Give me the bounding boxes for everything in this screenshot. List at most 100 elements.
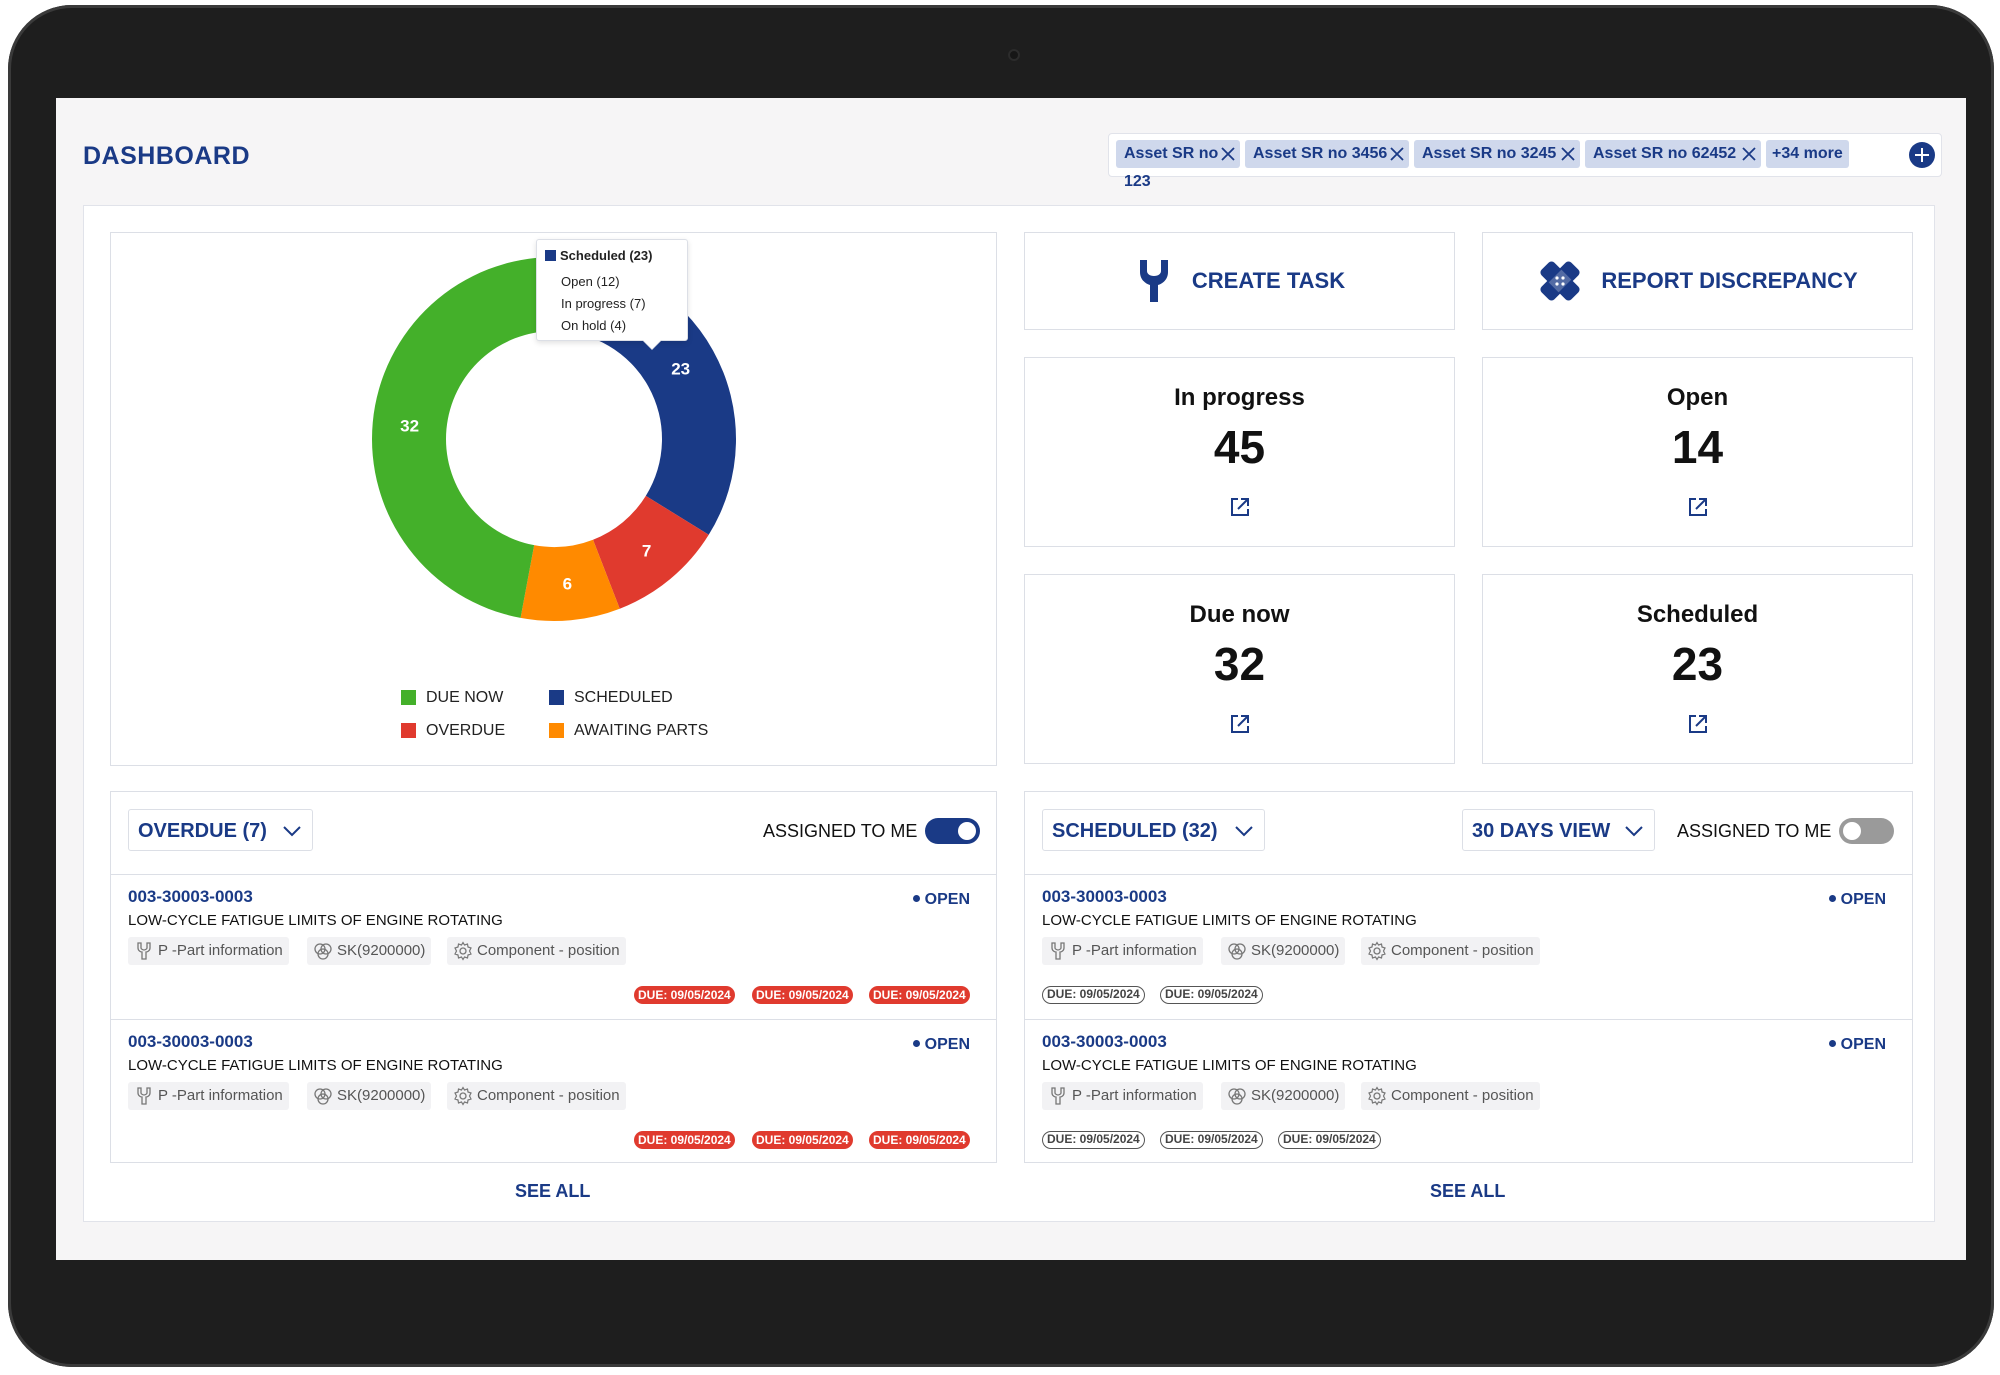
overdue-dropdown[interactable]: OVERDUE (7)	[128, 809, 313, 851]
task-description: LOW-CYCLE FATIGUE LIMITS OF ENGINE ROTAT…	[1042, 1057, 1417, 1074]
due-date-badge: DUE: 09/05/2024	[869, 986, 970, 1004]
tag-label: SK(9200000)	[1251, 942, 1340, 959]
screen: DASHBOARD Asset SR no 123 Asset SR no 34…	[56, 98, 1966, 1260]
component-tag: Component - position	[1361, 1082, 1540, 1110]
wrench-icon	[137, 942, 151, 960]
due-date-badge: DUE: 09/05/2024	[1160, 986, 1263, 1004]
status-badge: OPEN	[913, 1036, 970, 1054]
components-icon	[1228, 1088, 1246, 1105]
list-item[interactable]: 003-30003-0003 LOW-CYCLE FATIGUE LIMITS …	[111, 1020, 996, 1164]
tooltip-row: On hold (4)	[561, 318, 627, 333]
due-date-badge: DUE: 09/05/2024	[1278, 1131, 1381, 1149]
slice-overdue[interactable]	[593, 495, 709, 609]
task-code[interactable]: 003-30003-0003	[1042, 1032, 1167, 1051]
external-link-icon[interactable]	[1229, 713, 1251, 735]
chart-card: 23 7 6 32 Scheduled (23) Open (12) In progr…	[110, 232, 997, 766]
external-link-icon[interactable]	[1687, 713, 1709, 735]
list-item[interactable]: 003-30003-0003 LOW-CYCLE FATIGUE LIMITS …	[1025, 1020, 1912, 1164]
close-icon[interactable]	[1560, 146, 1576, 162]
task-code[interactable]: 003-30003-0003	[128, 1032, 253, 1051]
external-link-icon[interactable]	[1687, 496, 1709, 518]
sk-tag: SK(9200000)	[1221, 1082, 1346, 1110]
status-badge: OPEN	[1829, 1036, 1886, 1054]
component-tag: Component - position	[447, 1082, 626, 1110]
task-code[interactable]: 003-30003-0003	[128, 887, 253, 906]
tag-label: P -Part information	[158, 1087, 283, 1104]
scheduled-dropdown[interactable]: SCHEDULED (32)	[1042, 809, 1265, 851]
tag-label: Component - position	[1391, 1087, 1534, 1104]
filter-chip[interactable]: Asset SR no 123	[1116, 140, 1240, 190]
filter-chip[interactable]: Asset SR no 3245	[1414, 140, 1580, 168]
stat-value: 45	[1213, 421, 1266, 473]
dashboard-panel: 23 7 6 32 Scheduled (23) Open (12) In progr…	[83, 205, 1935, 1222]
task-description: LOW-CYCLE FATIGUE LIMITS OF ENGINE ROTAT…	[128, 1057, 503, 1074]
task-code[interactable]: 003-30003-0003	[1042, 887, 1167, 906]
chevron-down-icon	[1235, 826, 1253, 837]
overdue-list-card: OVERDUE (7) ASSIGNED TO ME 003-30003-000…	[110, 791, 997, 1163]
tablet-frame: DASHBOARD Asset SR no 123 Asset SR no 34…	[8, 5, 1994, 1367]
filter-chip[interactable]: Asset SR no 62452	[1585, 140, 1761, 168]
wrench-icon	[137, 1087, 151, 1105]
gear-icon	[1368, 1086, 1386, 1106]
toggle-knob	[1843, 822, 1861, 840]
report-discrepancy-label: REPORT DISCREPANCY	[1601, 268, 1858, 293]
close-icon[interactable]	[1741, 146, 1757, 162]
more-filters-chip[interactable]: +34 more	[1766, 140, 1849, 168]
legend-label: AWAITING PARTS	[574, 722, 709, 739]
stat-card-in-progress[interactable]: In progress 45	[1024, 357, 1455, 547]
filter-chip-label: Asset SR no 62452	[1593, 145, 1737, 162]
assigned-to-me-toggle[interactable]	[1839, 818, 1894, 844]
stat-card-due-now[interactable]: Due now 32	[1024, 574, 1455, 764]
part-info-tag: P -Part information	[1042, 1082, 1203, 1110]
stat-value: 14	[1671, 421, 1724, 473]
toggle-knob	[958, 822, 976, 840]
list-item[interactable]: 003-30003-0003 LOW-CYCLE FATIGUE LIMITS …	[111, 875, 996, 1020]
external-link-icon[interactable]	[1229, 496, 1251, 518]
dropdown-label: 30 DAYS VIEW	[1472, 820, 1611, 842]
days-view-dropdown[interactable]: 30 DAYS VIEW	[1462, 809, 1655, 851]
assigned-to-me-label: ASSIGNED TO ME	[1677, 821, 1832, 841]
stat-card-open[interactable]: Open 14	[1482, 357, 1913, 547]
legend-swatch	[549, 723, 564, 738]
due-date-badge: DUE: 09/05/2024	[752, 1131, 853, 1149]
filter-chip[interactable]: Asset SR no 3456	[1245, 140, 1409, 168]
create-task-button[interactable]: CREATE TASK	[1024, 232, 1455, 330]
close-icon[interactable]	[1389, 146, 1405, 162]
legend-label: SCHEDULED	[574, 689, 673, 706]
list-item[interactable]: 003-30003-0003 LOW-CYCLE FATIGUE LIMITS …	[1025, 875, 1912, 1020]
legend-label: DUE NOW	[426, 689, 504, 706]
stat-label: Scheduled	[1636, 601, 1759, 628]
report-discrepancy-button[interactable]: REPORT DISCREPANCY	[1482, 232, 1913, 330]
list-header: OVERDUE (7) ASSIGNED TO ME	[111, 792, 996, 875]
stat-value: 32	[1213, 638, 1266, 690]
see-all-scheduled-link[interactable]: SEE ALL	[1430, 1181, 1506, 1201]
gear-icon	[454, 1086, 472, 1106]
slice-awaiting-parts[interactable]	[520, 539, 620, 621]
assigned-to-me-toggle[interactable]	[925, 818, 980, 844]
tag-label: SK(9200000)	[337, 942, 426, 959]
list-header: SCHEDULED (32) 30 DAYS VIEW ASSIGNED TO …	[1025, 792, 1912, 875]
sk-tag: SK(9200000)	[1221, 937, 1346, 965]
close-icon[interactable]	[1220, 146, 1236, 162]
filter-chip-label: Asset SR no 3245	[1422, 145, 1557, 162]
components-icon	[314, 943, 332, 960]
slice-data-label: 7	[642, 542, 651, 561]
tag-label: Component - position	[477, 1087, 620, 1104]
slice-data-label: 32	[400, 417, 419, 436]
stat-card-scheduled[interactable]: Scheduled 23	[1482, 574, 1913, 764]
due-date-badge: DUE: 09/05/2024	[634, 1131, 735, 1149]
page-title: DASHBOARD	[83, 142, 250, 170]
filter-chip-label: Asset SR no 3456	[1253, 145, 1388, 162]
dropdown-label: SCHEDULED (32)	[1052, 820, 1218, 842]
stat-value: 23	[1671, 638, 1724, 690]
tooltip-row: Open (12)	[561, 274, 620, 289]
part-info-tag: P -Part information	[1042, 937, 1203, 965]
sk-tag: SK(9200000)	[307, 937, 432, 965]
see-all-overdue-link[interactable]: SEE ALL	[515, 1181, 591, 1201]
slice-data-label: 23	[671, 359, 690, 378]
slice-due-now[interactable]	[371, 257, 554, 618]
scheduled-list-card: SCHEDULED (32) 30 DAYS VIEW ASSIGNED TO …	[1024, 791, 1913, 1163]
tooltip-title: Scheduled (23)	[545, 248, 652, 263]
stat-label: Open	[1666, 384, 1729, 411]
add-filter-icon[interactable]	[1909, 142, 1935, 168]
